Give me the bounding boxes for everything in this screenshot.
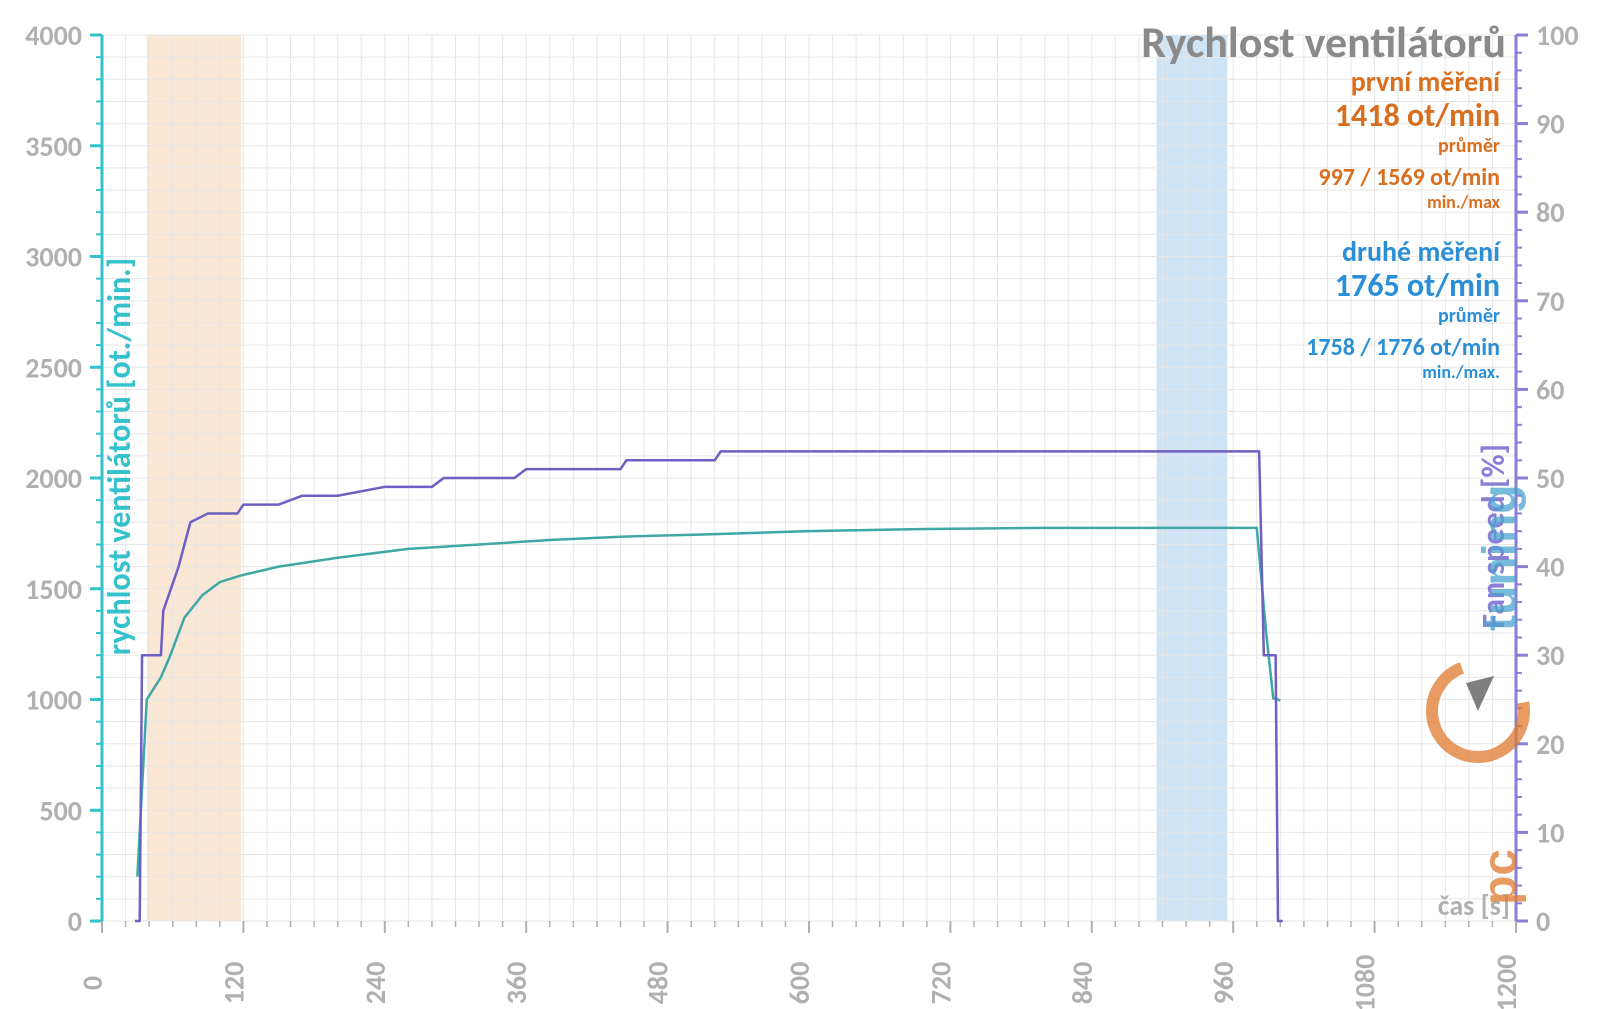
y-right-tick-label: 80 [1536, 195, 1564, 230]
x-tick-label: 1080 [1348, 955, 1383, 1009]
y-left-tick-label: 1000 [25, 683, 82, 718]
stats-first-minmax-label: min./max [1318, 192, 1500, 213]
x-tick-label: 720 [923, 962, 958, 1005]
y-left-tick-label: 500 [39, 793, 82, 828]
stats-second-minmax: 1758 / 1776 ot/min [1306, 334, 1500, 362]
y-left-tick-label: 3000 [25, 240, 82, 275]
y-left-tick-label: 2000 [25, 461, 82, 496]
x-tick-label: 960 [1206, 962, 1241, 1005]
stats-first-title: první měření [1318, 66, 1500, 98]
stats-second-measurement: druhé měření 1765 ot/min průměr 1758 / 1… [1306, 236, 1500, 382]
y-left-tick-label: 3500 [25, 129, 82, 164]
y-right-tick-label: 90 [1536, 107, 1564, 142]
chart-title: Rychlost ventilátorů [1141, 15, 1506, 69]
x-tick-label: 1200 [1489, 955, 1524, 1009]
y-right-tick-label: 40 [1536, 550, 1564, 585]
x-tick-label: 240 [358, 962, 393, 1005]
x-tick-label: 480 [641, 962, 676, 1005]
watermark-text-top: tuning [1474, 484, 1527, 631]
x-tick-label: 120 [216, 962, 251, 1005]
y-right-tick-label: 100 [1536, 18, 1579, 53]
stats-first-measurement: první měření 1418 ot/min průměr 997 / 15… [1318, 66, 1500, 212]
y-left-tick-label: 4000 [25, 18, 82, 53]
y-right-tick-label: 30 [1536, 638, 1564, 673]
x-tick-label: 600 [782, 962, 817, 1005]
y-left-tick-label: 2500 [25, 350, 82, 385]
watermark-logo: tuning pc [1432, 484, 1527, 905]
x-tick-label: 840 [1065, 962, 1100, 1005]
y-left-tick-label: 1500 [25, 572, 82, 607]
x-tick-label: 0 [75, 976, 110, 990]
series-fan_rpm [137, 528, 1280, 877]
stats-second-avg: 1765 ot/min [1306, 268, 1500, 305]
stats-second-avg-label: průměr [1306, 305, 1500, 328]
stats-first-minmax: 997 / 1569 ot/min [1318, 164, 1500, 192]
y-right-tick-label: 20 [1536, 727, 1564, 762]
y-right-tick-label: 0 [1536, 904, 1550, 939]
y-left-axis-title: rychlost ventilátorů [ot./min.] [100, 258, 139, 655]
y-right-tick-label: 50 [1536, 461, 1564, 496]
stats-second-minmax-label: min./max. [1306, 362, 1500, 383]
stats-first-avg: 1418 ot/min [1318, 98, 1500, 135]
watermark-text-bottom: pc [1474, 849, 1527, 905]
y-right-tick-label: 10 [1536, 815, 1564, 850]
chart-container: 0500100015002000250030003500400001020304… [0, 0, 1600, 1009]
y-right-tick-label: 60 [1536, 372, 1564, 407]
stats-second-title: druhé měření [1306, 236, 1500, 268]
y-left-tick-label: 0 [68, 904, 82, 939]
stats-first-avg-label: průměr [1318, 135, 1500, 158]
x-tick-label: 360 [499, 962, 534, 1005]
y-right-tick-label: 70 [1536, 284, 1564, 319]
